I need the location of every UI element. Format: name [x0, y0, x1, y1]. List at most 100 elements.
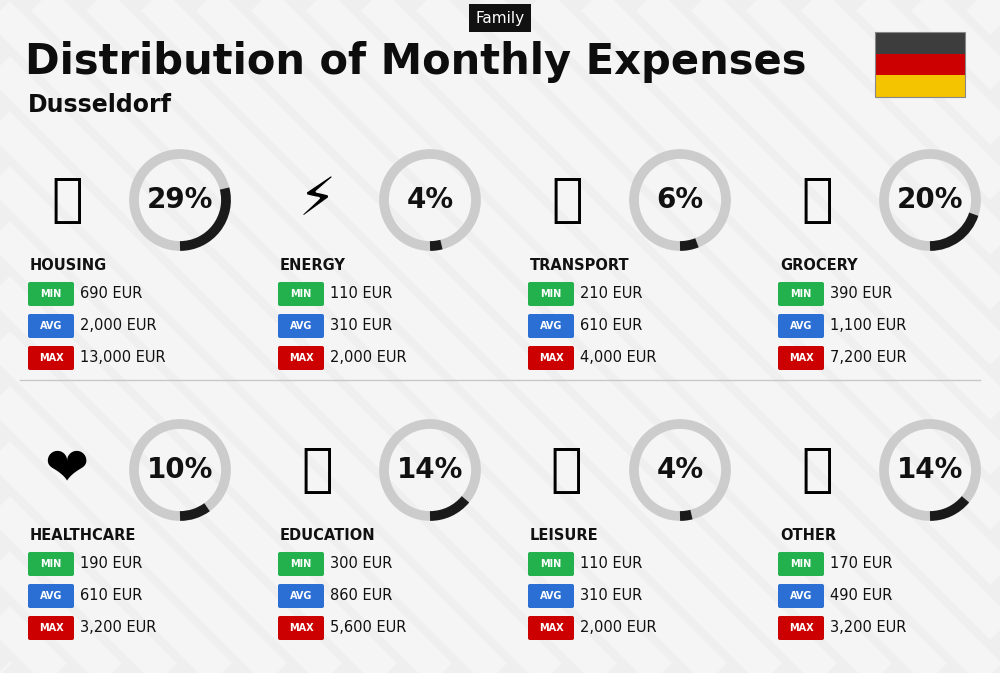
Text: 🎓: 🎓: [301, 444, 333, 496]
Text: GROCERY: GROCERY: [780, 258, 858, 273]
Text: AVG: AVG: [790, 591, 812, 601]
Text: AVG: AVG: [540, 591, 562, 601]
Text: LEISURE: LEISURE: [530, 528, 599, 544]
Text: MAX: MAX: [39, 353, 63, 363]
Text: AVG: AVG: [290, 321, 312, 331]
FancyBboxPatch shape: [28, 346, 74, 370]
Text: MIN: MIN: [540, 289, 562, 299]
Text: 490 EUR: 490 EUR: [830, 588, 892, 604]
FancyBboxPatch shape: [278, 616, 324, 640]
Text: Distribution of Monthly Expenses: Distribution of Monthly Expenses: [25, 41, 806, 83]
Text: 690 EUR: 690 EUR: [80, 287, 142, 302]
Text: 110 EUR: 110 EUR: [330, 287, 392, 302]
Text: 300 EUR: 300 EUR: [330, 557, 392, 571]
Text: MIN: MIN: [540, 559, 562, 569]
Text: MAX: MAX: [289, 623, 313, 633]
Text: AVG: AVG: [540, 321, 562, 331]
Text: MIN: MIN: [40, 559, 62, 569]
Text: MAX: MAX: [289, 353, 313, 363]
Text: MAX: MAX: [539, 353, 563, 363]
Text: 610 EUR: 610 EUR: [580, 318, 642, 334]
Text: 5,600 EUR: 5,600 EUR: [330, 621, 406, 635]
FancyBboxPatch shape: [875, 32, 965, 54]
FancyBboxPatch shape: [278, 314, 324, 338]
Text: MAX: MAX: [789, 353, 813, 363]
FancyBboxPatch shape: [278, 346, 324, 370]
Text: MIN: MIN: [40, 289, 62, 299]
Text: 4%: 4%: [406, 186, 454, 214]
Text: 6%: 6%: [656, 186, 704, 214]
FancyBboxPatch shape: [528, 346, 574, 370]
Text: 310 EUR: 310 EUR: [580, 588, 642, 604]
FancyBboxPatch shape: [778, 584, 824, 608]
Text: 29%: 29%: [147, 186, 213, 214]
FancyBboxPatch shape: [778, 282, 824, 306]
Text: ❤️: ❤️: [45, 444, 89, 496]
Text: Family: Family: [475, 11, 525, 26]
FancyBboxPatch shape: [528, 552, 574, 576]
FancyBboxPatch shape: [528, 584, 574, 608]
Text: 👛: 👛: [801, 444, 833, 496]
Text: AVG: AVG: [40, 591, 62, 601]
FancyBboxPatch shape: [778, 314, 824, 338]
FancyBboxPatch shape: [875, 75, 965, 97]
Text: MIN: MIN: [790, 559, 812, 569]
Text: 13,000 EUR: 13,000 EUR: [80, 351, 166, 365]
Text: 2,000 EUR: 2,000 EUR: [580, 621, 657, 635]
Text: 210 EUR: 210 EUR: [580, 287, 642, 302]
Text: 110 EUR: 110 EUR: [580, 557, 642, 571]
Text: HEALTHCARE: HEALTHCARE: [30, 528, 136, 544]
Text: 4%: 4%: [656, 456, 704, 484]
Text: MAX: MAX: [539, 623, 563, 633]
Text: OTHER: OTHER: [780, 528, 836, 544]
Text: MAX: MAX: [789, 623, 813, 633]
Text: Dusseldorf: Dusseldorf: [28, 93, 172, 117]
Text: MIN: MIN: [290, 559, 312, 569]
Text: 🚌: 🚌: [551, 174, 583, 226]
Text: 14%: 14%: [897, 456, 963, 484]
FancyBboxPatch shape: [278, 282, 324, 306]
FancyBboxPatch shape: [778, 552, 824, 576]
Text: 3,200 EUR: 3,200 EUR: [80, 621, 156, 635]
FancyBboxPatch shape: [28, 584, 74, 608]
Text: MAX: MAX: [39, 623, 63, 633]
FancyBboxPatch shape: [778, 346, 824, 370]
FancyBboxPatch shape: [528, 282, 574, 306]
Text: 1,100 EUR: 1,100 EUR: [830, 318, 906, 334]
Text: MIN: MIN: [290, 289, 312, 299]
Text: HOUSING: HOUSING: [30, 258, 107, 273]
Text: 🛒: 🛒: [801, 174, 833, 226]
Text: 190 EUR: 190 EUR: [80, 557, 142, 571]
FancyBboxPatch shape: [278, 552, 324, 576]
Text: 2,000 EUR: 2,000 EUR: [330, 351, 407, 365]
Text: 170 EUR: 170 EUR: [830, 557, 893, 571]
FancyBboxPatch shape: [528, 314, 574, 338]
Text: 7,200 EUR: 7,200 EUR: [830, 351, 907, 365]
FancyBboxPatch shape: [528, 616, 574, 640]
Text: ENERGY: ENERGY: [280, 258, 346, 273]
Text: 3,200 EUR: 3,200 EUR: [830, 621, 906, 635]
Text: AVG: AVG: [790, 321, 812, 331]
Text: 10%: 10%: [147, 456, 213, 484]
FancyBboxPatch shape: [28, 552, 74, 576]
FancyBboxPatch shape: [875, 54, 965, 75]
Text: 2,000 EUR: 2,000 EUR: [80, 318, 157, 334]
Text: AVG: AVG: [290, 591, 312, 601]
Text: 610 EUR: 610 EUR: [80, 588, 142, 604]
Text: 860 EUR: 860 EUR: [330, 588, 392, 604]
FancyBboxPatch shape: [278, 584, 324, 608]
Text: TRANSPORT: TRANSPORT: [530, 258, 630, 273]
Text: 🏢: 🏢: [51, 174, 83, 226]
Text: 🛍️: 🛍️: [551, 444, 583, 496]
Text: AVG: AVG: [40, 321, 62, 331]
FancyBboxPatch shape: [28, 314, 74, 338]
Text: 20%: 20%: [897, 186, 963, 214]
Text: MIN: MIN: [790, 289, 812, 299]
Text: 310 EUR: 310 EUR: [330, 318, 392, 334]
FancyBboxPatch shape: [28, 282, 74, 306]
Text: 4,000 EUR: 4,000 EUR: [580, 351, 656, 365]
FancyBboxPatch shape: [28, 616, 74, 640]
FancyBboxPatch shape: [778, 616, 824, 640]
Text: ⚡: ⚡: [298, 174, 336, 226]
Text: 14%: 14%: [397, 456, 463, 484]
